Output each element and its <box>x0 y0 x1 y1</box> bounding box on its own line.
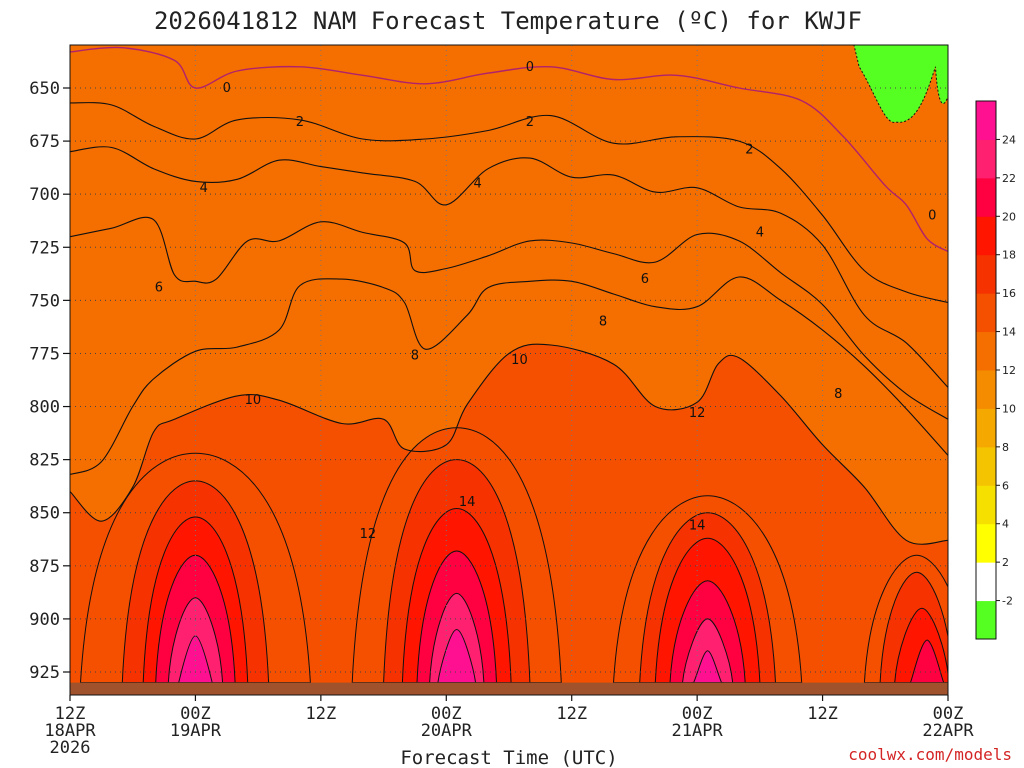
colorbar-swatch <box>976 254 996 294</box>
contour-label: 2 <box>526 115 534 130</box>
isotherm-8 <box>70 276 948 476</box>
contour-label: 14 <box>689 518 706 533</box>
x-axis-label: Forecast Time (UTC) <box>400 747 617 768</box>
colorbar-swatch <box>976 523 996 563</box>
colorbar-swatch <box>976 293 996 333</box>
colorbar-label: 18 <box>1002 249 1016 262</box>
contour-label: 10 <box>245 393 262 408</box>
x-tick-label: 00Z <box>933 704 964 724</box>
colorbar-swatch <box>976 177 996 217</box>
x-tick-label: 00Z <box>180 704 211 724</box>
colorbar-label: 10 <box>1002 402 1016 415</box>
contour-label: 8 <box>411 349 419 364</box>
contour-label: 0 <box>526 60 534 75</box>
contour-label: 6 <box>641 272 649 287</box>
isotherm-0 <box>70 46 948 253</box>
colorbar-label: 22 <box>1002 172 1016 185</box>
y-tick-label: 825 <box>29 451 60 471</box>
subfreezing-region <box>853 45 948 123</box>
colorbar-label: 12 <box>1002 364 1016 377</box>
y-tick-label: 750 <box>29 291 60 311</box>
contour-label: 4 <box>756 225 764 240</box>
colorbar-label: 24 <box>1002 133 1016 146</box>
contour-label: 6 <box>155 281 163 296</box>
x-tick-label: 20APR <box>421 721 473 741</box>
colorbar-swatch <box>976 600 996 640</box>
chart-title: 2026041812 NAM Forecast Temperature (ºC)… <box>154 7 862 35</box>
y-tick-label: 875 <box>29 557 60 577</box>
colorbar-swatch <box>976 408 996 448</box>
colorbar-swatch <box>976 216 996 256</box>
isotherm-2 <box>70 102 948 304</box>
contour-label: 2 <box>745 143 753 158</box>
colorbar-swatch <box>976 370 996 409</box>
colorbar-swatch <box>976 485 996 525</box>
colorbar-label: 14 <box>1002 326 1016 339</box>
credit-text: coolwx.com/models <box>848 745 1012 764</box>
contour-label: 4 <box>474 177 482 192</box>
y-tick-label: 725 <box>29 238 60 258</box>
warm-core-contour <box>691 650 724 685</box>
y-tick-label: 650 <box>29 79 60 99</box>
x-tick-label: 12Z <box>556 704 587 724</box>
colorbar-label: 20 <box>1002 210 1016 223</box>
x-tick-label: 12Z <box>807 704 838 724</box>
colorbar-swatch <box>976 101 996 140</box>
contour-label: 2 <box>296 115 304 130</box>
contour-label: 4 <box>200 181 208 196</box>
y-tick-label: 800 <box>29 398 60 418</box>
y-tick-label: 775 <box>29 344 60 364</box>
contour-label: 8 <box>599 315 607 330</box>
contour-label: 12 <box>360 527 377 542</box>
warm-cores <box>70 427 948 695</box>
colorbar-label: -2 <box>1002 595 1013 608</box>
temperature-band <box>70 45 948 545</box>
plot-frame <box>69 44 949 696</box>
x-tick-label: 12Z <box>55 704 86 724</box>
y-tick-label: 925 <box>29 663 60 683</box>
colorbar-label: 16 <box>1002 287 1016 300</box>
colorbar-label: 8 <box>1002 441 1009 454</box>
x-tick-label: 12Z <box>305 704 336 724</box>
colorbar-label: 4 <box>1002 518 1009 531</box>
contour-label: 8 <box>834 387 842 402</box>
x-tick-label: 00Z <box>431 704 462 724</box>
colorbar-label: 6 <box>1002 479 1009 492</box>
warm-core-contour <box>437 628 477 684</box>
colorbar-swatch <box>976 139 996 179</box>
y-tick-label: 675 <box>29 132 60 152</box>
contour-label: 12 <box>689 406 706 421</box>
terrain-surface <box>70 682 948 695</box>
colorbar-label: 2 <box>1002 556 1009 569</box>
y-tick-label: 900 <box>29 610 60 630</box>
x-tick-label: 2026 <box>50 738 91 758</box>
y-tick-label: 850 <box>29 504 60 524</box>
x-tick-label: 22APR <box>922 721 974 741</box>
y-tick-label: 700 <box>29 185 60 205</box>
x-tick-label: 21APR <box>672 721 724 741</box>
x-tick-label: 00Z <box>682 704 713 724</box>
isotherm-4 <box>70 146 948 388</box>
contour-label: 14 <box>459 495 476 510</box>
plot-area: 0 0 0 2 2 2 4 4 4 6 6 8 8 8 10 10 12 12 14 14 <box>70 45 948 695</box>
y-axis: 650 675 700 725 750 775 800 825 850 875 900 925 <box>29 79 70 683</box>
colorbar-swatch <box>976 331 996 371</box>
grid-lines <box>70 45 948 680</box>
contour-label: 10 <box>511 353 528 368</box>
colorbar-swatch <box>976 446 996 486</box>
colorbar-swatch <box>976 562 996 602</box>
contour-labels: 0 0 0 2 2 2 4 4 4 6 6 8 8 8 10 10 12 12 14 14 <box>155 60 937 542</box>
contour-label: 0 <box>223 81 231 96</box>
x-tick-label: 18APR <box>44 721 96 741</box>
x-tick-label: 19APR <box>170 721 222 741</box>
isotherm-10 <box>70 343 948 545</box>
isotherm-6 <box>70 216 948 420</box>
contour-label: 0 <box>928 208 936 223</box>
isotherm-lines <box>70 46 948 545</box>
